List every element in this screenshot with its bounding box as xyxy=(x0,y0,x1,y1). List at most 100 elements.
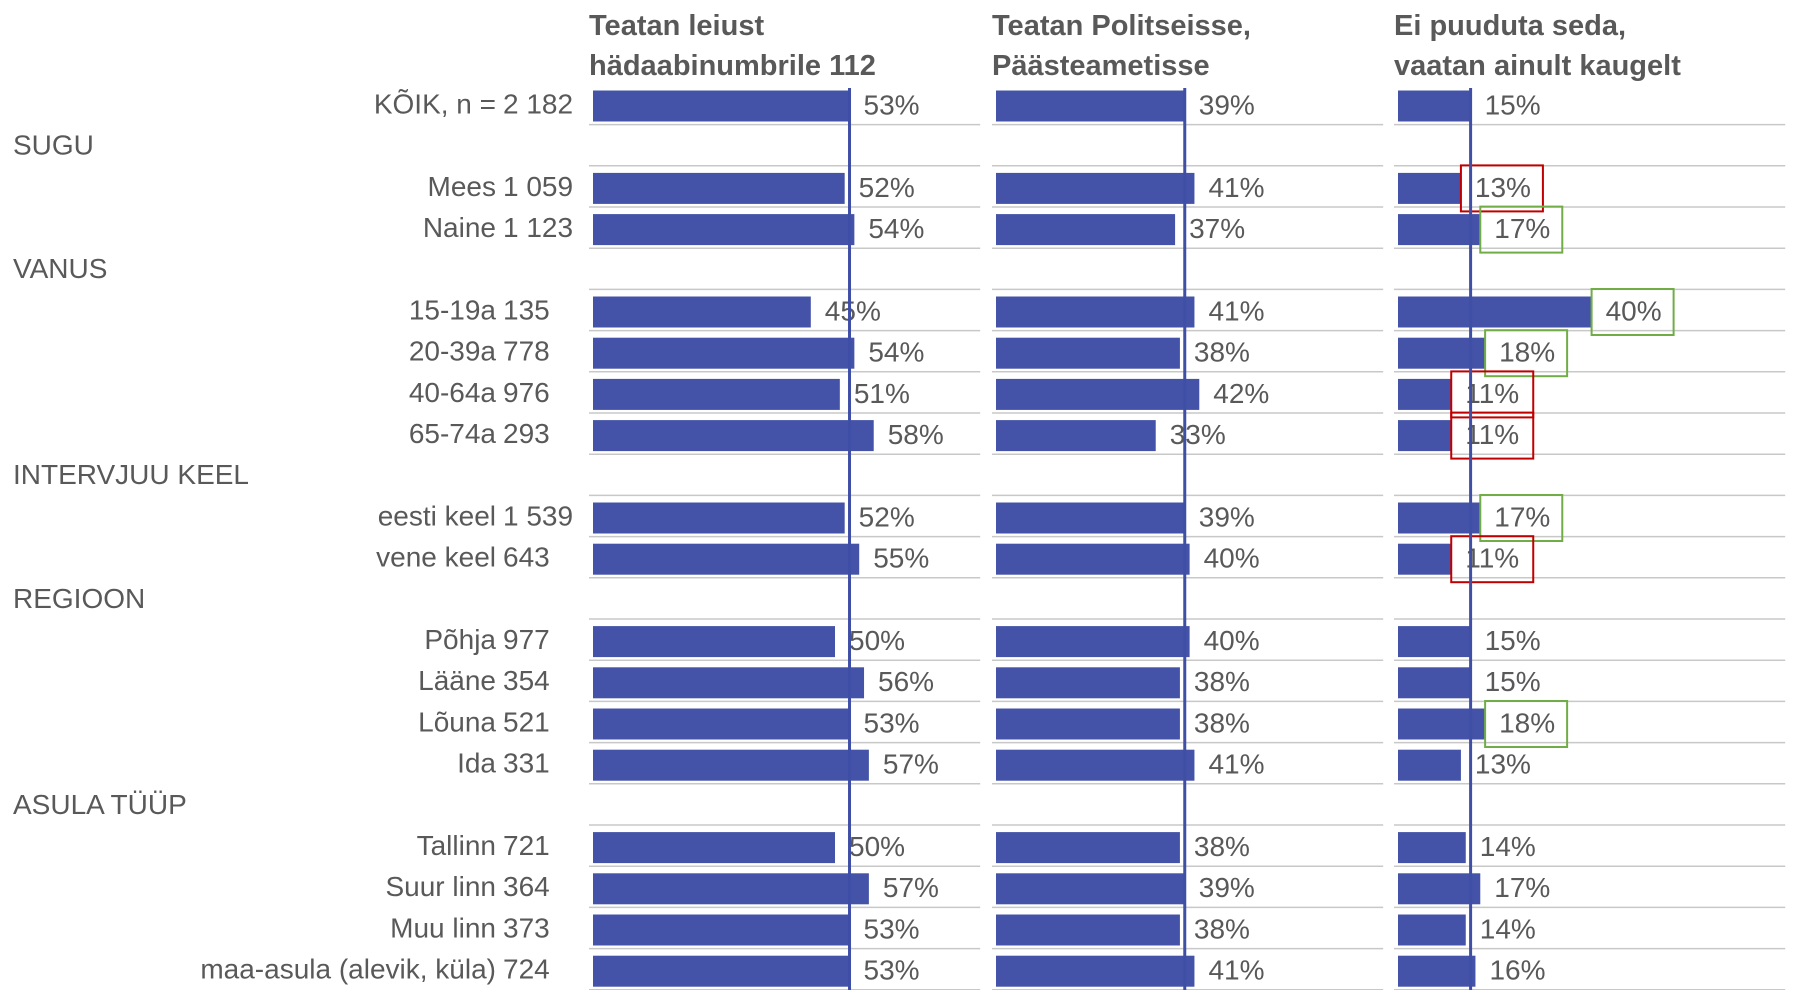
category-label: Mees xyxy=(428,171,496,202)
value-label: 50% xyxy=(849,625,905,656)
bar xyxy=(1398,502,1481,534)
bar xyxy=(593,708,850,740)
bar xyxy=(1398,172,1461,204)
highlight-box xyxy=(1479,205,1564,254)
value-label: 51% xyxy=(854,378,910,409)
n-label: 364 xyxy=(503,871,550,902)
group-label: INTERVJUU KEEL xyxy=(13,459,249,490)
value-label: 50% xyxy=(849,831,905,862)
category-label: Naine xyxy=(423,212,496,243)
bar xyxy=(1398,873,1481,905)
highlight-box xyxy=(1450,370,1535,419)
value-label: 14% xyxy=(1480,913,1536,944)
value-label: 40% xyxy=(1606,295,1662,326)
bar xyxy=(1398,420,1452,452)
n-label: 643 xyxy=(503,542,550,573)
category-label: KÕIK, n = xyxy=(374,88,496,119)
bar xyxy=(996,626,1190,658)
value-label: 17% xyxy=(1494,501,1550,532)
bar xyxy=(593,832,835,864)
n-label: 721 xyxy=(503,830,550,861)
value-label: 17% xyxy=(1494,213,1550,244)
value-label: 15% xyxy=(1485,625,1541,656)
group-label: SUGU xyxy=(13,130,94,161)
category-label: 65-74a xyxy=(409,418,497,449)
category-label: 40-64a xyxy=(409,377,497,408)
bar xyxy=(593,502,845,534)
bar xyxy=(996,378,1200,410)
bar xyxy=(593,873,869,905)
panel-title: Ei puuduta seda, vaatan ainult kaugelt xyxy=(1394,10,1681,82)
bar xyxy=(1398,543,1452,575)
value-label: 39% xyxy=(1199,89,1255,120)
value-label: 18% xyxy=(1499,707,1555,738)
bar xyxy=(996,914,1180,946)
bar xyxy=(996,955,1195,987)
n-label: 977 xyxy=(503,624,550,655)
panel-title: Teatan Politseisse, Päästeametisse xyxy=(992,10,1251,82)
value-label: 45% xyxy=(825,295,881,326)
value-label: 18% xyxy=(1499,337,1555,368)
bar xyxy=(996,543,1190,575)
bar xyxy=(593,172,845,204)
value-label: 54% xyxy=(868,337,924,368)
value-label: 38% xyxy=(1194,707,1250,738)
bar xyxy=(1398,667,1471,699)
value-label: 38% xyxy=(1194,666,1250,697)
value-label: 41% xyxy=(1208,295,1264,326)
value-label: 52% xyxy=(859,172,915,203)
n-label: 135 xyxy=(503,294,550,325)
value-label: 39% xyxy=(1199,872,1255,903)
bar xyxy=(996,708,1180,740)
value-label: 42% xyxy=(1213,378,1269,409)
category-label: Lääne xyxy=(418,665,496,696)
n-label: 521 xyxy=(503,706,550,737)
value-label: 53% xyxy=(864,913,920,944)
value-label: 38% xyxy=(1194,913,1250,944)
value-label: 55% xyxy=(873,543,929,574)
highlight-box xyxy=(1484,700,1569,748)
bar xyxy=(593,626,835,658)
n-label: 1 059 xyxy=(503,171,573,202)
value-label: 16% xyxy=(1489,955,1545,986)
category-label: Muu linn xyxy=(390,912,496,943)
category-label: 20-39a xyxy=(409,336,497,367)
bar xyxy=(593,214,855,246)
value-label: 57% xyxy=(883,749,939,780)
n-label: 293 xyxy=(503,418,550,449)
bar xyxy=(593,420,874,452)
bar xyxy=(593,90,850,122)
bar xyxy=(996,296,1195,328)
bar xyxy=(593,749,869,781)
value-label: 40% xyxy=(1204,625,1260,656)
bar xyxy=(1398,749,1461,781)
highlight-box xyxy=(1484,329,1569,378)
bar xyxy=(996,420,1156,452)
category-label: eesti keel xyxy=(378,500,496,531)
category-label: Suur linn xyxy=(385,871,496,902)
category-label: Tallinn xyxy=(417,830,496,861)
value-label: 52% xyxy=(859,501,915,532)
bar xyxy=(996,667,1180,699)
bar xyxy=(593,296,811,328)
value-label: 11% xyxy=(1465,419,1519,450)
value-label: 33% xyxy=(1170,419,1226,450)
value-label: 57% xyxy=(883,872,939,903)
bar xyxy=(593,955,850,987)
highlight-box xyxy=(1459,164,1544,213)
n-label: 2 182 xyxy=(503,88,573,119)
bar xyxy=(996,832,1180,864)
value-label: 37% xyxy=(1189,213,1245,244)
bar xyxy=(593,543,860,575)
bar xyxy=(1398,914,1466,946)
group-label: ASULA TÜÜP xyxy=(13,789,187,820)
value-label: 41% xyxy=(1208,955,1264,986)
bar xyxy=(593,378,840,410)
bar xyxy=(593,914,850,946)
n-label: 331 xyxy=(503,748,550,779)
category-label: Lõuna xyxy=(418,706,496,737)
value-label: 15% xyxy=(1485,666,1541,697)
highlight-box xyxy=(1450,535,1535,584)
